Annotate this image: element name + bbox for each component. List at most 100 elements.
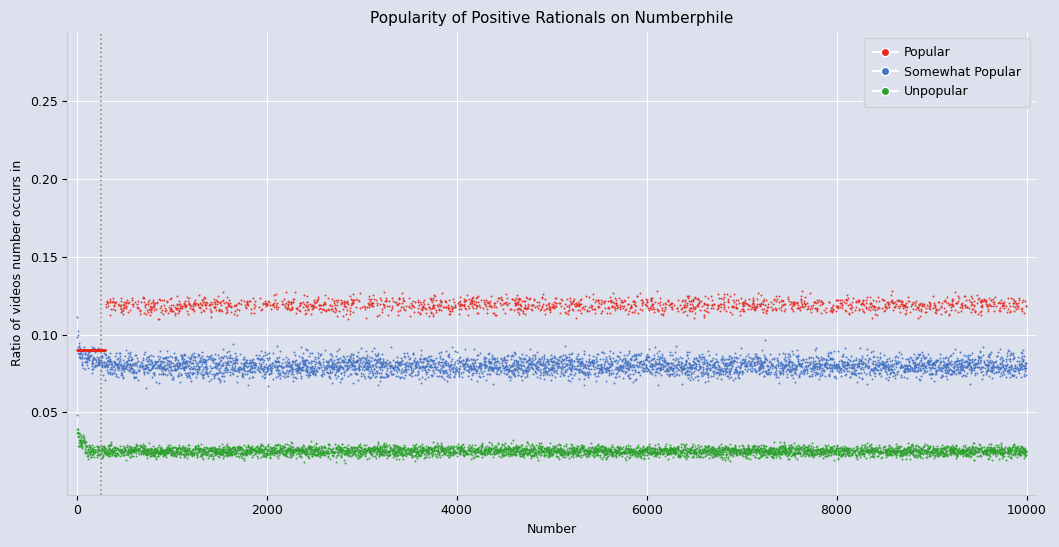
Point xyxy=(617,368,634,376)
Point xyxy=(287,453,304,462)
Point xyxy=(174,302,191,311)
Point xyxy=(419,443,436,451)
Point xyxy=(437,366,454,375)
Point xyxy=(360,357,377,366)
Point xyxy=(212,357,229,365)
Point xyxy=(836,446,852,455)
Point xyxy=(140,298,157,307)
Point xyxy=(893,350,910,359)
Point xyxy=(757,355,774,364)
Point xyxy=(855,296,872,305)
Point xyxy=(994,452,1011,461)
Point xyxy=(497,299,514,307)
Point xyxy=(456,345,473,354)
Point xyxy=(229,311,246,319)
Point xyxy=(560,363,577,371)
Point xyxy=(470,362,487,371)
Point xyxy=(237,449,254,458)
Point xyxy=(534,293,551,302)
Point xyxy=(604,448,621,457)
Point xyxy=(504,435,521,444)
Point xyxy=(196,368,213,377)
Point xyxy=(169,363,186,371)
Point xyxy=(920,370,937,379)
Point xyxy=(812,297,829,306)
Point xyxy=(808,369,825,377)
Point xyxy=(287,366,304,375)
Point xyxy=(266,448,283,457)
Point xyxy=(928,445,945,454)
Point xyxy=(136,442,152,451)
Point xyxy=(118,357,134,366)
Point xyxy=(613,451,630,460)
Point xyxy=(235,297,252,306)
Point xyxy=(657,366,674,375)
Point xyxy=(480,445,497,453)
Point xyxy=(588,350,605,358)
Point xyxy=(786,300,803,309)
Point xyxy=(423,309,439,317)
Point xyxy=(309,448,326,457)
Point xyxy=(1017,362,1034,370)
Point xyxy=(313,371,330,380)
Point xyxy=(773,450,790,458)
Point xyxy=(856,450,873,458)
Point xyxy=(177,445,194,453)
Point xyxy=(237,447,254,456)
Point xyxy=(771,449,788,458)
Point xyxy=(488,296,505,305)
Point xyxy=(666,450,683,458)
Point xyxy=(913,445,930,454)
Point xyxy=(526,447,543,456)
Point xyxy=(843,446,860,455)
Point xyxy=(593,348,610,357)
Point xyxy=(254,440,271,449)
Point xyxy=(695,447,712,456)
Point xyxy=(165,349,182,358)
Point xyxy=(445,446,462,455)
Point xyxy=(718,358,735,367)
Point xyxy=(299,303,316,312)
Point xyxy=(70,429,87,438)
Point xyxy=(808,305,825,313)
Point xyxy=(789,444,806,453)
Point xyxy=(274,447,291,456)
Point xyxy=(640,352,657,361)
Point xyxy=(701,360,718,369)
Point xyxy=(685,354,702,363)
Point xyxy=(197,358,214,366)
Point xyxy=(636,447,653,456)
Point xyxy=(375,357,392,365)
Point xyxy=(916,362,933,370)
Point xyxy=(620,366,636,375)
Point xyxy=(408,440,425,449)
Point xyxy=(657,444,674,453)
Point xyxy=(800,450,816,458)
Point xyxy=(256,451,273,459)
Point xyxy=(668,444,685,453)
Point xyxy=(983,359,1000,368)
Point xyxy=(328,445,345,454)
Point xyxy=(167,359,184,368)
Point xyxy=(689,451,706,459)
Point xyxy=(113,307,130,316)
Point xyxy=(928,309,945,317)
Point xyxy=(894,363,911,371)
Point xyxy=(256,369,273,378)
Point xyxy=(207,444,223,452)
Point xyxy=(280,354,297,363)
Point xyxy=(352,304,369,313)
Point xyxy=(183,369,200,377)
Point xyxy=(475,450,492,458)
Point xyxy=(283,298,300,306)
Point xyxy=(229,305,246,313)
Point xyxy=(353,451,370,460)
Point xyxy=(256,363,273,372)
Point xyxy=(820,441,837,450)
Point xyxy=(393,449,410,457)
Point xyxy=(497,309,514,318)
Point xyxy=(453,444,470,452)
Point xyxy=(788,304,805,313)
Point xyxy=(599,308,616,317)
Point xyxy=(514,443,531,452)
